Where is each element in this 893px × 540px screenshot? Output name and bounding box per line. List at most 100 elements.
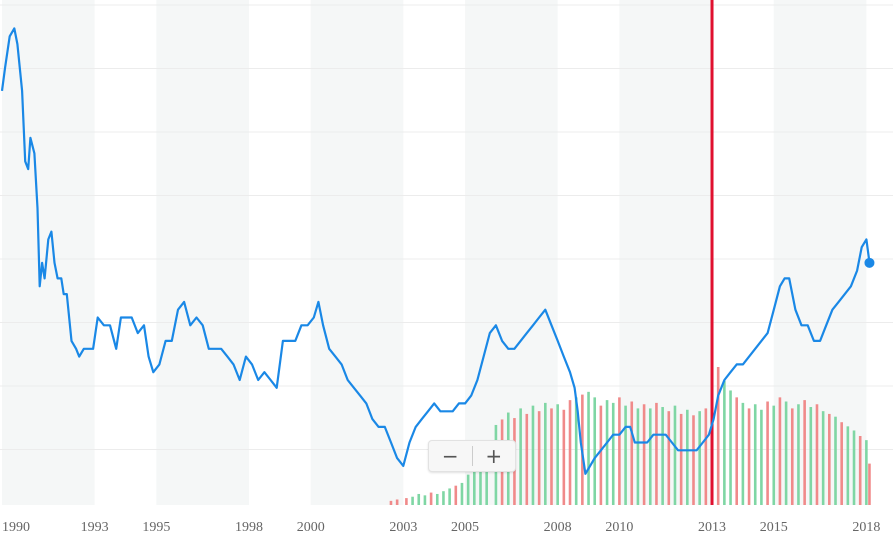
x-tick-label: 1995 xyxy=(142,520,170,535)
horizontal-gridlines xyxy=(0,4,893,450)
volume-bar xyxy=(840,422,843,505)
volume-bar xyxy=(556,404,559,505)
last-price-point xyxy=(864,257,875,268)
x-tick-label: 1990 xyxy=(2,520,30,535)
volume-bar xyxy=(636,408,640,505)
volume-bar xyxy=(655,402,658,505)
volume-bar xyxy=(537,411,541,505)
volume-bar xyxy=(454,485,458,505)
volume-bar xyxy=(562,409,566,505)
volume-bar xyxy=(389,500,393,505)
zoom-out-button[interactable]: − xyxy=(441,444,459,468)
volume-bar xyxy=(716,367,720,505)
volume-bar xyxy=(741,402,745,505)
volume-bar xyxy=(865,440,868,505)
volume-bar xyxy=(803,400,806,505)
band xyxy=(465,0,558,505)
volume-bar xyxy=(753,404,757,505)
volume-bar xyxy=(460,482,464,505)
volume-bar xyxy=(815,404,819,505)
volume-bar xyxy=(784,401,788,505)
volume-bar xyxy=(587,391,590,505)
volume-bar xyxy=(797,404,800,505)
volume-bar xyxy=(852,430,856,505)
volume-bar xyxy=(667,411,671,505)
volume-bar xyxy=(599,405,603,505)
volume-bar xyxy=(704,408,708,505)
volume-bar xyxy=(568,400,572,505)
x-tick-label: 1993 xyxy=(81,520,109,535)
volume-bar xyxy=(411,496,414,505)
x-tick-label: 1998 xyxy=(235,520,263,535)
x-tick-label: 2010 xyxy=(605,520,633,535)
volume-bar xyxy=(550,408,553,505)
volume-bar xyxy=(679,413,683,505)
band xyxy=(773,0,867,505)
volume-bar xyxy=(760,409,763,505)
zoom-divider xyxy=(471,446,473,466)
volume-bar xyxy=(395,499,399,505)
volume-bar xyxy=(778,397,782,505)
volume-bar xyxy=(405,498,408,505)
volume-bar xyxy=(435,493,439,505)
volume-bar xyxy=(698,411,701,505)
volume-bar xyxy=(790,408,794,505)
volume-bar xyxy=(809,407,813,505)
volume-bar xyxy=(834,416,837,505)
band xyxy=(156,0,249,505)
x-tick-label: 2013 xyxy=(698,520,726,535)
volume-bar xyxy=(686,409,689,505)
volume-bar xyxy=(821,411,825,505)
volume-bar xyxy=(648,408,652,505)
volume-bar xyxy=(692,415,695,505)
x-axis-tick-labels: 1990 1993 1995 1998 2000 2003 2005 2008 2010 2013… xyxy=(2,520,880,535)
x-tick-label: 2018 xyxy=(852,520,880,535)
volume-bar xyxy=(735,397,739,505)
volume-bars xyxy=(389,367,871,505)
x-tick-label: 2008 xyxy=(544,520,572,535)
price-line xyxy=(0,27,871,475)
zoom-controls: − + xyxy=(428,440,516,472)
volume-bar xyxy=(642,404,646,505)
volume-bar xyxy=(574,397,578,505)
volume-bar xyxy=(448,488,451,505)
volume-bar xyxy=(423,495,427,505)
volume-bar xyxy=(630,401,634,505)
x-tick-label: 2005 xyxy=(451,520,479,535)
volume-bar xyxy=(544,402,547,505)
volume-bar xyxy=(661,407,664,505)
volume-bar xyxy=(466,474,470,505)
volume-bar xyxy=(846,426,850,505)
volume-bar xyxy=(531,405,535,505)
volume-bar xyxy=(485,458,488,505)
volume-bar xyxy=(858,436,862,505)
band xyxy=(2,0,95,505)
zoom-in-button[interactable]: + xyxy=(485,444,503,468)
x-tick-label: 2000 xyxy=(297,520,325,535)
band xyxy=(310,0,404,505)
volume-bar xyxy=(417,493,421,505)
volume-bar xyxy=(747,408,751,505)
volume-bar xyxy=(624,405,627,505)
x-tick-label: 2003 xyxy=(389,520,417,535)
volume-bar xyxy=(473,470,476,505)
volume-bar xyxy=(772,405,776,505)
volume-bar xyxy=(673,405,677,505)
volume-bar xyxy=(442,491,445,505)
alternating-year-bands xyxy=(2,0,867,505)
volume-bar xyxy=(766,401,769,505)
volume-bar xyxy=(593,397,597,505)
volume-bar xyxy=(723,380,726,505)
volume-bar xyxy=(519,408,522,505)
volume-bar xyxy=(611,402,615,505)
volume-bar xyxy=(618,397,621,505)
volume-bar xyxy=(525,413,529,505)
volume-bar xyxy=(605,400,609,505)
volume-bar xyxy=(729,390,732,505)
band xyxy=(619,0,713,505)
volume-bar xyxy=(429,492,433,505)
volume-bar xyxy=(479,463,482,505)
x-tick-label: 2015 xyxy=(760,520,788,535)
volume-bar xyxy=(828,413,831,505)
